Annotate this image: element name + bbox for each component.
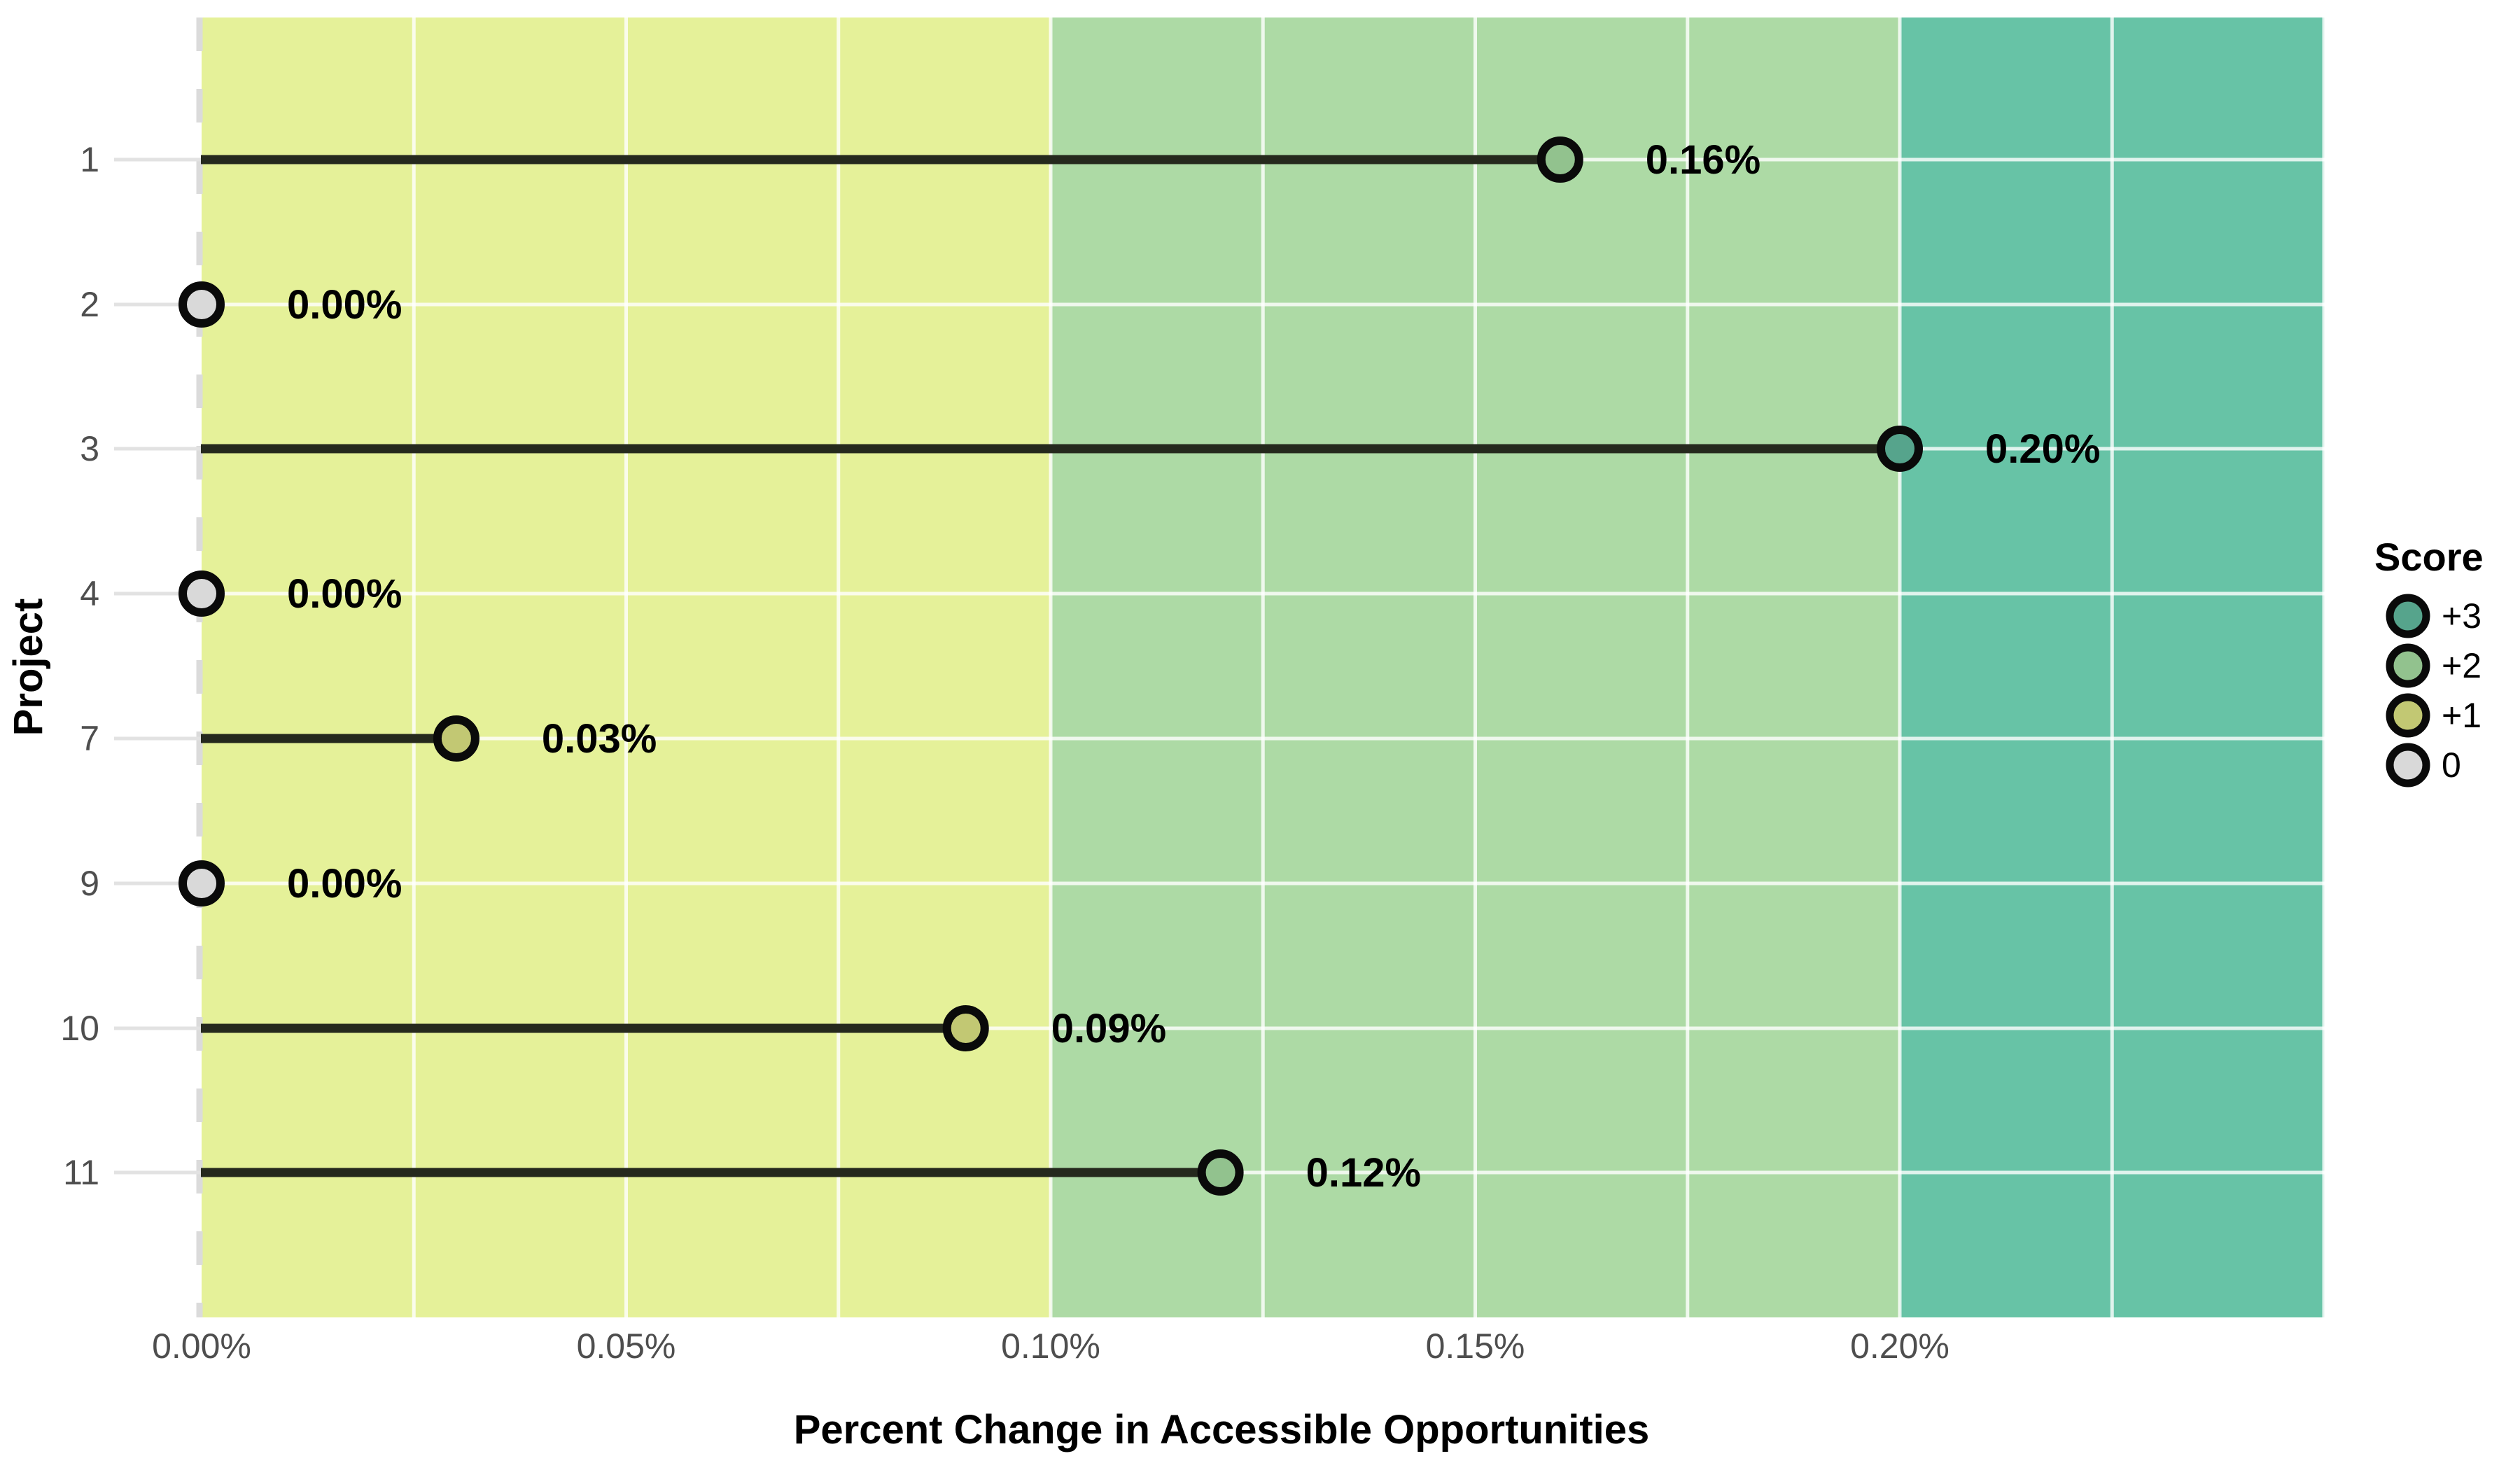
value-label: 0.12%	[1306, 1150, 1421, 1196]
value-label: 0.20%	[1985, 426, 2100, 472]
value-label: 0.16%	[1646, 137, 1760, 183]
legend-label: +2	[2442, 646, 2482, 685]
legend-swatch	[2386, 743, 2430, 788]
y-tick-label: 9	[80, 864, 99, 903]
value-label: 0.09%	[1051, 1006, 1166, 1051]
data-point-marker	[1197, 1149, 1244, 1196]
data-point-marker	[178, 281, 225, 328]
x-axis-labels-layer: 0.00% 0.05% 0.10% 0.15% 0.20%	[152, 1326, 1949, 1366]
data-point-marker	[1536, 136, 1583, 183]
data-point-marker	[178, 570, 225, 617]
x-tick-label: 0.05%	[577, 1326, 676, 1366]
legend-swatch	[2386, 594, 2430, 638]
legend-label: +1	[2442, 696, 2482, 735]
y-tick-label: 11	[63, 1153, 99, 1192]
value-label: 0.03%	[542, 716, 657, 762]
y-tick-label: 4	[80, 574, 99, 613]
data-point-marker	[942, 1005, 989, 1051]
y-tick-label: 10	[60, 1009, 99, 1048]
value-label: 0.00%	[287, 571, 402, 617]
y-tick-label: 7	[80, 719, 99, 758]
value-label: 0.00%	[287, 282, 402, 328]
data-point-marker	[178, 860, 225, 906]
legend-swatch	[2386, 693, 2430, 738]
legend-title: Score	[2374, 535, 2484, 579]
legend: Score +3 +2 +1 0	[2374, 535, 2484, 788]
value-label: 0.00%	[287, 861, 402, 906]
lollipop-series-layer: 0.16% 0.00% 0.20% 0.00% 0.03% 0.00% 0.09% 0.12%	[178, 136, 2100, 1196]
x-axis-title: Percent Change in Accessible Opportuniti…	[794, 1407, 1650, 1452]
legend-items: +3 +2 +1 0	[2386, 594, 2482, 788]
x-tick-label: 0.20%	[1850, 1326, 1949, 1366]
y-tick-label: 2	[80, 285, 99, 324]
y-tick-label: 3	[80, 429, 99, 468]
legend-label: +3	[2442, 596, 2482, 636]
x-tick-label: 0.15%	[1426, 1326, 1525, 1366]
legend-swatch	[2386, 643, 2430, 688]
legend-label: 0	[2442, 746, 2461, 785]
data-point-marker	[433, 715, 479, 762]
y-tick-label: 1	[80, 140, 99, 179]
x-tick-label: 0.10%	[1001, 1326, 1100, 1366]
data-point-marker	[1877, 426, 1923, 472]
y-axis-title: Project	[6, 598, 51, 736]
x-tick-label: 0.00%	[152, 1326, 251, 1366]
